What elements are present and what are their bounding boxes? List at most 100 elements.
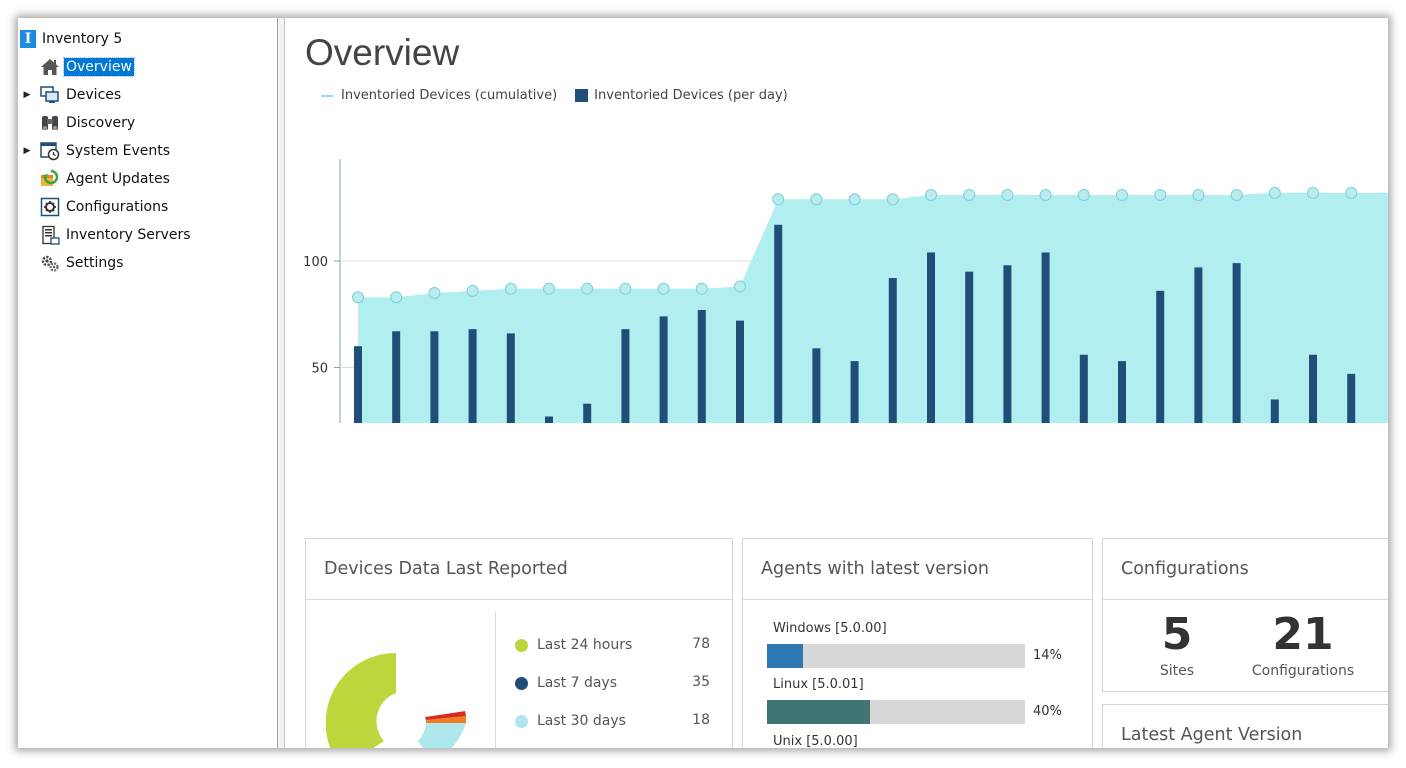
page-title: Overview <box>305 32 460 73</box>
y-tick-label: 100 <box>303 255 328 270</box>
overview-panel: Overview Inventoried Devices (cumulative… <box>285 18 1388 748</box>
bar-per-day <box>1118 361 1126 423</box>
legend-count: 78 <box>692 636 710 652</box>
legend-swatch-cumulative <box>321 94 333 97</box>
devices-chart: 0501002016-02-292016-03-072016-03-142016… <box>303 159 1388 423</box>
cumulative-point <box>963 188 976 201</box>
cumulative-point <box>504 282 517 295</box>
cumulative-point <box>619 282 632 295</box>
bar-per-day <box>1309 354 1317 423</box>
server-icon <box>40 225 60 245</box>
cumulative-point <box>1307 186 1319 199</box>
tree-item-discovery[interactable]: ▶ Discovery <box>22 111 137 135</box>
agent-percent-linux: 40% <box>1033 704 1062 719</box>
configurations-label: Configurations <box>1251 663 1355 679</box>
bar-per-day <box>888 278 897 423</box>
tree-item-label: Agent Updates <box>66 171 170 187</box>
bar-per-day <box>1232 263 1241 423</box>
agent-label-windows: Windows [5.0.00] <box>773 621 887 636</box>
card-title: Latest Agent Version <box>1121 725 1303 745</box>
legend-item-last-30-days: Last 30 days <box>515 711 626 731</box>
cumulative-point <box>1268 186 1281 199</box>
cumulative-point <box>428 286 441 299</box>
legend-dot <box>515 638 528 652</box>
bar-per-day <box>392 331 401 423</box>
legend-dot <box>515 714 528 728</box>
cumulative-area <box>358 192 1388 423</box>
expand-arrow-icon[interactable]: ▶ <box>23 146 31 156</box>
card-title: Agents with latest version <box>761 559 990 579</box>
legend-label: Last 30 days <box>537 713 626 729</box>
cumulative-point <box>810 193 823 206</box>
cumulative-point <box>390 291 403 304</box>
tree-item-settings[interactable]: ▶ Settings <box>22 251 125 275</box>
configurations-count: 21 <box>1272 609 1334 660</box>
bar-per-day <box>774 224 783 423</box>
agent-percent-windows: 14% <box>1033 648 1062 663</box>
cumulative-point <box>1345 186 1358 199</box>
donut-slice-last-30-days <box>418 723 466 748</box>
agent-label-unix: Unix [5.0.00] <box>773 734 858 748</box>
expand-arrow-icon[interactable]: ▶ <box>23 90 31 100</box>
cumulative-point <box>734 280 746 293</box>
pane-splitter[interactable] <box>278 18 284 748</box>
donut-slice-last-24-hours <box>326 652 396 748</box>
card-title: Configurations <box>1121 559 1249 579</box>
bar-per-day <box>812 348 821 423</box>
bar-per-day <box>1041 252 1050 423</box>
bar-per-day <box>659 316 668 423</box>
agent-label-linux: Linux [5.0.01] <box>773 677 864 692</box>
card-divider <box>1103 599 1388 600</box>
legend-label-cumulative: Inventoried Devices (cumulative) <box>341 88 558 103</box>
cumulative-point <box>1077 188 1090 201</box>
bar-per-day <box>1003 265 1012 423</box>
app-logo-icon: I <box>20 30 36 48</box>
bar-per-day <box>621 329 630 423</box>
card-agents-latest-version: Agents with latest version Windows [5.0.… <box>742 538 1093 748</box>
home-icon <box>40 57 60 77</box>
legend-count: 18 <box>692 712 710 728</box>
navigation-tree: I Inventory 5 ▶ Overview ▶ Devices ▶ Dis… <box>18 18 277 748</box>
cumulative-point <box>1116 188 1128 201</box>
tree-item-inventory-servers[interactable]: ▶ Inventory Servers <box>22 223 193 247</box>
tree-item-overview[interactable]: ▶ Overview <box>22 55 135 79</box>
bar-per-day <box>1194 267 1203 423</box>
bar-per-day <box>1079 354 1088 423</box>
cumulative-point <box>1039 188 1052 201</box>
legend-label-per-day: Inventoried Devices (per day) <box>594 88 788 103</box>
card-devices-reported: Devices Data Last Reported Last 24 hours… <box>305 538 733 748</box>
app-window: I Inventory 5 ▶ Overview ▶ Devices ▶ Dis… <box>18 18 1388 748</box>
tree-item-label: Inventory Servers <box>66 227 191 243</box>
chart-legend: Inventoried Devices (cumulative) Invento… <box>321 88 788 103</box>
cumulative-point <box>1001 188 1014 201</box>
bar-per-day <box>850 361 859 423</box>
tree-item-configurations[interactable]: ▶ Configurations <box>22 195 170 219</box>
agent-bar-linux <box>767 700 1025 724</box>
tree-root-inventory[interactable]: I Inventory 5 <box>20 28 122 50</box>
tree-root-label: Inventory 5 <box>42 31 123 47</box>
splitter-border <box>284 18 285 748</box>
bar-per-day <box>1156 290 1165 423</box>
bar-per-day <box>1347 373 1356 423</box>
bar-per-day <box>1270 399 1279 423</box>
agent-bar-windows <box>767 644 1025 668</box>
gears-icon <box>40 253 60 273</box>
card-divider <box>306 599 732 600</box>
cumulative-point <box>772 193 785 206</box>
tree-item-system-events[interactable]: ▶ System Events <box>22 139 172 163</box>
cumulative-point <box>848 193 861 206</box>
sites-count: 5 <box>1161 609 1193 660</box>
tree-item-label: Configurations <box>66 199 169 215</box>
agent-update-icon <box>40 169 60 189</box>
bar-per-day <box>468 329 477 423</box>
tree-item-agent-updates[interactable]: ▶ Agent Updates <box>22 167 172 191</box>
tree-item-devices[interactable]: ▶ Devices <box>22 83 123 107</box>
cumulative-point <box>657 282 670 295</box>
bar-per-day <box>354 346 362 423</box>
legend-item-last-24-hours: Last 24 hours <box>515 635 632 655</box>
agent-bar-fill <box>767 700 871 724</box>
legend-item-last-7-days: Last 7 days <box>515 673 617 693</box>
cumulative-point <box>1192 188 1205 201</box>
legend-count: 35 <box>692 674 710 690</box>
legend-swatch-per-day <box>575 89 589 102</box>
